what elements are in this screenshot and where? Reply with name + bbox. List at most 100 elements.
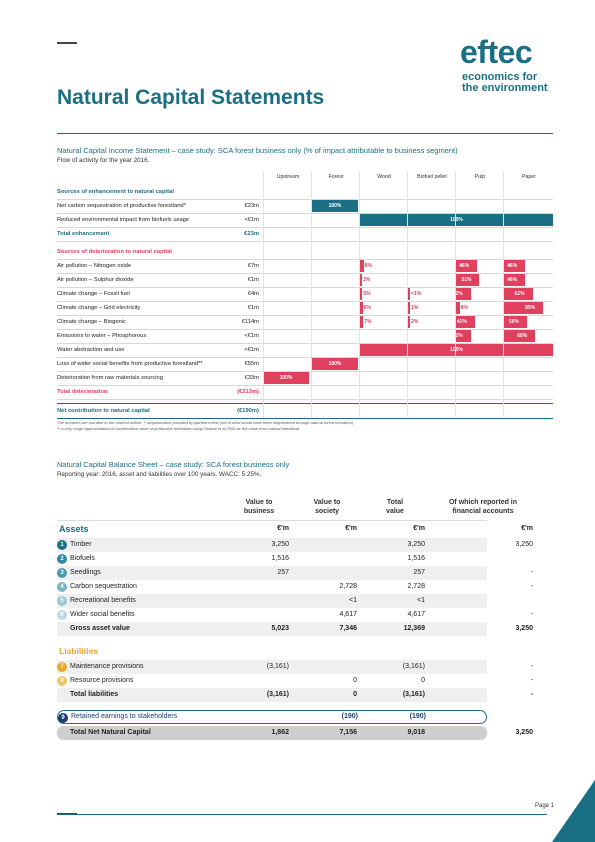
row-label: Climate change – Grid electricity xyxy=(57,305,141,311)
line-label: Resource provisions xyxy=(70,677,134,684)
unit-label: €'m xyxy=(345,525,357,532)
impact-pct: 46% xyxy=(507,263,518,269)
line-value: 1,862 xyxy=(271,729,289,736)
logo-wordmark: eftec xyxy=(460,34,533,70)
asset-row: 5 Recreational benefits <1 <1 xyxy=(57,594,487,608)
header-rule xyxy=(57,520,487,521)
line-label: Wider social benefits xyxy=(70,611,135,618)
impact-pct: 3% xyxy=(363,277,371,283)
liability-row: 7 Maintenance provisions (3,161) (3,161) - xyxy=(57,660,533,674)
impact-pct: 32% xyxy=(452,291,463,297)
impact-bar xyxy=(504,288,533,300)
row-value: €23m xyxy=(244,203,259,209)
line-value: 7,346 xyxy=(339,625,357,632)
row-label: Total enhancement xyxy=(57,231,110,237)
line-value: (3,161) xyxy=(266,663,289,670)
impact-bar xyxy=(456,330,471,342)
line-number: 4 xyxy=(57,582,67,592)
asset-row: 4 Carbon sequestration 2,728 2,728 - xyxy=(57,580,533,594)
impact-bar xyxy=(360,274,362,286)
column-header: Of which reported in financial accounts xyxy=(448,499,518,515)
footer-line xyxy=(57,814,547,815)
impact-pct: 5% xyxy=(363,291,371,297)
line-value: (3,161) xyxy=(266,691,289,698)
line-label: Total liabilities xyxy=(70,691,119,698)
table-row: Deterioration from raw materials sourcin… xyxy=(57,371,553,386)
line-value: 2,728 xyxy=(339,583,357,590)
line-label: Gross asset value xyxy=(70,625,130,632)
row-label: Water abstraction and use xyxy=(57,347,125,353)
line-value: 5,023 xyxy=(271,625,289,632)
line-number: 2 xyxy=(57,554,67,564)
impact-pct: 1% xyxy=(411,305,419,311)
row-value: €4m xyxy=(247,291,259,297)
line-value: <1 xyxy=(417,597,425,604)
impact-bar xyxy=(504,260,526,272)
impact-bar xyxy=(456,316,475,328)
table-row: Climate change – Grid electricity €1m 6% 1%… xyxy=(57,301,553,316)
page-number: Page 1 xyxy=(535,803,555,809)
assets-heading-row: Assets €'m €'m €'m €'m xyxy=(57,522,533,536)
line-value: - xyxy=(530,569,533,576)
row-label: Loss of wider social benefits from produ… xyxy=(57,361,203,367)
impact-pct: 2% xyxy=(411,319,419,325)
row-value: €114m xyxy=(241,319,259,325)
line-value: (3,161) xyxy=(402,691,425,698)
line-label: Retained earnings to stakeholders xyxy=(71,713,178,720)
line-value: 0 xyxy=(421,677,425,684)
impact-pct: <1% xyxy=(411,291,422,297)
line-label: Total Net Natural Capital xyxy=(70,729,151,736)
balance-subtitle: Reporting year: 2016, asset and liabilit… xyxy=(57,471,262,478)
line-value: 3,250 xyxy=(515,541,533,548)
row-value: (€190m) xyxy=(237,408,259,414)
line-value: 3,250 xyxy=(271,541,289,548)
column-rule xyxy=(311,171,312,417)
line-value: 4,617 xyxy=(407,611,425,618)
impact-bar xyxy=(360,302,363,314)
top-dash xyxy=(57,42,77,44)
line-value: - xyxy=(530,691,533,698)
impact-bar: 100% xyxy=(263,372,309,384)
impact-bar xyxy=(504,302,544,314)
line-value: 7,156 xyxy=(339,729,357,736)
impact-bar xyxy=(408,316,410,328)
table-row: Net contribution to natural capital (€190… xyxy=(57,403,553,419)
impact-bar xyxy=(360,260,364,272)
line-value: 0 xyxy=(353,691,357,698)
row-label: Net contribution to natural capital xyxy=(57,408,150,414)
line-number: 3 xyxy=(57,568,67,578)
line-value: 3,250 xyxy=(407,541,425,548)
column-header: Paper xyxy=(503,171,554,183)
liability-row: 8 Resource provisions 0 0 - xyxy=(57,674,533,688)
line-label: Seedlings xyxy=(70,569,101,576)
impact-bar xyxy=(504,330,536,342)
row-value: €7m xyxy=(247,263,259,269)
row-label: Sources of deterioration to natural capi… xyxy=(57,249,172,255)
impact-pct: 8% xyxy=(460,305,468,311)
unit-label: €'m xyxy=(521,525,533,532)
impact-pct: 51% xyxy=(461,277,472,283)
line-number: 8 xyxy=(57,676,67,686)
impact-pct: 46% xyxy=(459,263,470,269)
line-value: 257 xyxy=(413,569,425,576)
table-row: Sources of enhancement to natural capita… xyxy=(57,185,553,200)
unit-label: €'m xyxy=(277,525,289,532)
corner-decoration xyxy=(552,780,595,842)
line-label: Maintenance provisions xyxy=(70,663,144,670)
line-value: - xyxy=(530,611,533,618)
row-value: <€1m xyxy=(244,347,259,353)
table-row: Total enhancement €23m xyxy=(57,227,553,242)
column-rule xyxy=(359,171,360,417)
row-value: €55m xyxy=(244,361,259,367)
table-row: Emissions to water – Phosphorous <€1m 32% 6… xyxy=(57,329,553,344)
column-rule xyxy=(455,171,456,417)
impact-bar: 100% xyxy=(312,358,358,370)
impact-pct: 68% xyxy=(517,333,528,339)
net-natural-capital-row: Total Net Natural Capital 1,862 7,156 9,018… xyxy=(57,726,533,740)
asset-row: 3 Seedlings 257 257 - xyxy=(57,566,533,580)
column-header: Forest xyxy=(311,171,360,183)
table-row: Loss of wider social benefits from produ… xyxy=(57,357,553,372)
impact-bar xyxy=(360,316,364,328)
impact-bar xyxy=(504,316,527,328)
logo-tagline-1: economics for xyxy=(462,71,538,83)
